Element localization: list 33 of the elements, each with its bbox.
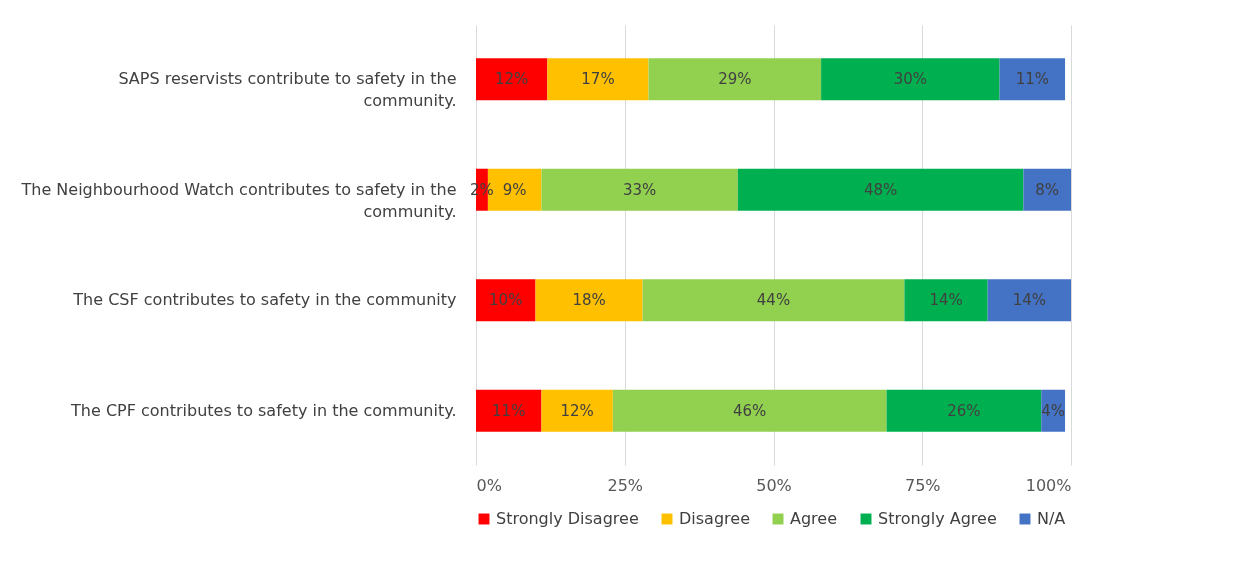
data-label: 12%	[495, 70, 529, 89]
data-label: 8%	[1035, 180, 1060, 199]
legend-label: Agree	[790, 509, 838, 528]
y-tick-label: The CPF contributes to safety in the community.	[70, 400, 457, 420]
data-label: 12%	[560, 401, 594, 420]
legend-label: Strongly Agree	[878, 509, 997, 528]
x-tick-label: 100%	[1025, 475, 1072, 495]
data-label: 48%	[863, 180, 898, 199]
data-label: 4%	[1041, 401, 1066, 420]
data-label: 11%	[492, 401, 526, 420]
data-label: 18%	[572, 291, 606, 310]
x-tick-label: 50%	[756, 475, 792, 495]
y-tick-label: SAPS reservists contribute to safety in the community.	[118, 69, 457, 111]
data-label: 14%	[1012, 291, 1047, 310]
data-label: 26%	[947, 401, 981, 420]
data-label: 29%	[718, 70, 752, 89]
data-label: 30%	[893, 70, 928, 89]
data-label: 9%	[502, 180, 527, 199]
legend-label: Strongly Disagree	[496, 509, 639, 528]
x-tick-label: 25%	[607, 475, 644, 495]
data-label: 33%	[622, 180, 657, 199]
x-tick-label: 0%	[476, 475, 502, 495]
x-tick-label: 75%	[904, 475, 941, 495]
data-label: 14%	[929, 291, 963, 310]
legend-label: Disagree	[679, 509, 750, 528]
data-label: 10%	[489, 291, 523, 310]
y-tick-label: The CSF contributes to safety in the community	[72, 290, 457, 310]
data-label: 17%	[581, 70, 615, 89]
legend-label: N/A	[1037, 509, 1066, 528]
data-label: 11%	[1015, 70, 1049, 89]
data-label: 44%	[756, 291, 791, 310]
y-tick-label: The Neighbourhood Watch contributes to safety in the community.	[20, 179, 457, 221]
data-label: 46%	[733, 401, 767, 420]
